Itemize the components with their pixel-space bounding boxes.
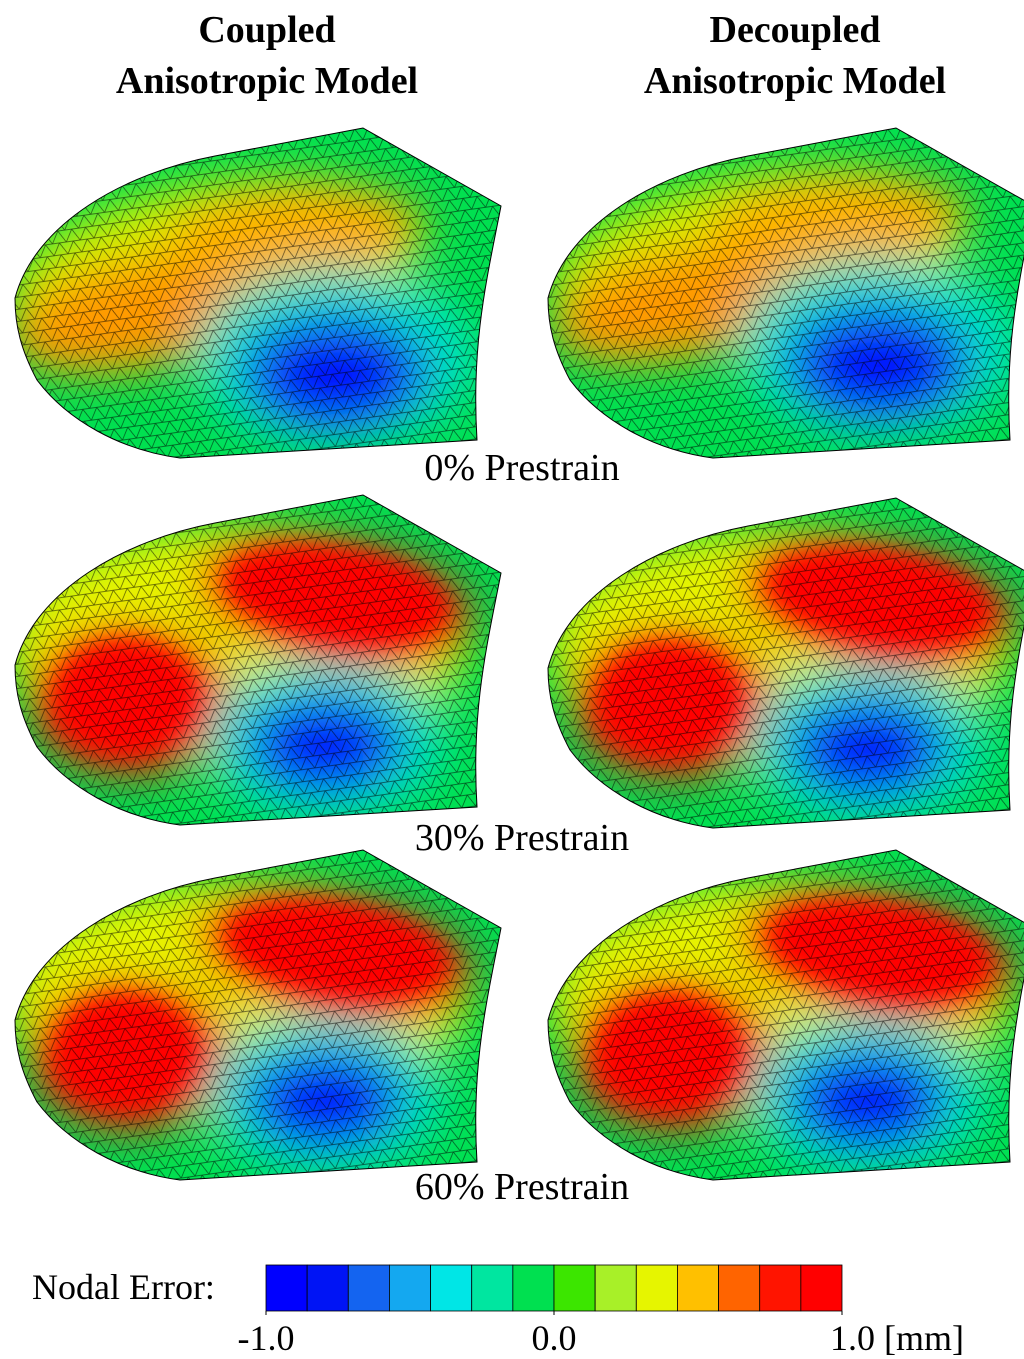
- row-label: 0% Prestrain: [424, 447, 619, 489]
- colorbar-tick-label: 1.0 [mm]: [830, 1318, 964, 1358]
- contour-panel: [0, 108, 535, 488]
- colorbar-swatch: [266, 1265, 307, 1311]
- column-titles: Coupled Anisotropic Model Decoupled Anis…: [116, 9, 946, 102]
- row-label: 60% Prestrain: [415, 1166, 629, 1208]
- colorbar-swatch: [389, 1265, 430, 1311]
- colorbar-swatch: [719, 1265, 760, 1311]
- colorbar-swatch: [760, 1265, 801, 1311]
- contour-panel: [538, 830, 1024, 1210]
- colorbar-swatch: [636, 1265, 677, 1311]
- contour-panel: [538, 478, 1024, 858]
- panels: [0, 98, 1024, 1210]
- column-title: Anisotropic Model: [116, 60, 418, 102]
- colorbar-swatch: [554, 1265, 595, 1311]
- colorbar-swatch: [677, 1265, 718, 1311]
- contour-panel: [0, 475, 535, 855]
- column-title: Anisotropic Model: [644, 60, 946, 102]
- contour-panel: [536, 98, 1024, 478]
- colorbar-label: Nodal Error:: [32, 1267, 215, 1307]
- column-title: Coupled: [198, 9, 335, 51]
- colorbar-tick-label: 0.0: [532, 1318, 577, 1358]
- colorbar-swatch: [472, 1265, 513, 1311]
- colorbar-swatch: [431, 1265, 472, 1311]
- colorbar-swatch: [801, 1265, 842, 1311]
- row-label: 30% Prestrain: [415, 817, 629, 859]
- contour-panel: [0, 830, 535, 1210]
- colorbar-tick-label: -1.0: [238, 1318, 295, 1358]
- colorbar-swatch: [513, 1265, 554, 1311]
- column-title: Decoupled: [710, 9, 881, 51]
- colorbar: Nodal Error: -1.0 0.0 1.0 [mm]: [32, 1265, 964, 1358]
- colorbar-swatch: [307, 1265, 348, 1311]
- figure: Coupled Anisotropic Model Decoupled Anis…: [0, 0, 1024, 1359]
- colorbar-swatch: [595, 1265, 636, 1311]
- colorbar-swatch: [348, 1265, 389, 1311]
